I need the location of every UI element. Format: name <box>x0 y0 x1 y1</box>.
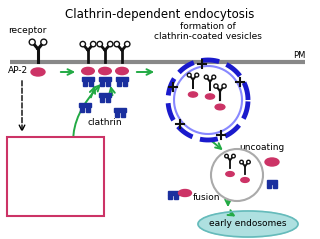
Bar <box>79 103 91 107</box>
Circle shape <box>211 149 263 201</box>
Circle shape <box>29 39 35 45</box>
Bar <box>174 195 178 199</box>
Ellipse shape <box>179 190 191 196</box>
Ellipse shape <box>226 172 234 176</box>
Text: AP-2 complex: AP-2 complex <box>13 148 72 157</box>
Circle shape <box>41 39 47 45</box>
Bar <box>115 112 119 117</box>
Bar <box>99 77 111 81</box>
Text: σ2-chain: σ2-chain <box>13 200 56 209</box>
Circle shape <box>214 84 218 88</box>
Ellipse shape <box>241 178 249 182</box>
Circle shape <box>240 160 243 164</box>
Ellipse shape <box>99 67 111 75</box>
Circle shape <box>124 41 130 47</box>
Text: μ2-chain: μ2-chain <box>13 187 56 196</box>
Bar <box>82 77 94 81</box>
Bar <box>83 81 87 86</box>
Bar <box>80 107 84 112</box>
Text: early endosomes: early endosomes <box>209 219 287 228</box>
Bar <box>116 81 121 86</box>
Text: receptor: receptor <box>8 26 46 34</box>
Circle shape <box>247 160 250 164</box>
Text: clathrin: clathrin <box>88 118 123 127</box>
Bar <box>267 184 271 188</box>
Bar <box>99 93 111 97</box>
Circle shape <box>212 75 216 79</box>
Ellipse shape <box>116 67 128 75</box>
Text: AP-2: AP-2 <box>8 65 28 75</box>
Circle shape <box>222 84 226 88</box>
Bar <box>273 184 277 188</box>
FancyBboxPatch shape <box>7 137 104 216</box>
Bar <box>89 81 93 86</box>
Circle shape <box>225 154 228 158</box>
Bar <box>107 97 110 102</box>
Circle shape <box>97 41 102 47</box>
Bar <box>167 191 179 195</box>
Circle shape <box>187 73 191 77</box>
Bar <box>114 108 126 112</box>
Circle shape <box>114 41 119 47</box>
Bar <box>267 180 277 184</box>
Ellipse shape <box>188 92 197 97</box>
Bar <box>168 195 172 199</box>
Bar <box>121 112 125 117</box>
Ellipse shape <box>265 158 279 166</box>
Text: β2-adaptin: β2-adaptin <box>13 174 65 183</box>
Bar <box>100 97 104 102</box>
Ellipse shape <box>82 67 94 75</box>
Ellipse shape <box>215 104 225 110</box>
Text: PM: PM <box>292 51 305 60</box>
Text: α-adaptin: α-adaptin <box>13 161 60 170</box>
Bar <box>100 81 104 86</box>
Text: fusion: fusion <box>193 192 221 201</box>
Ellipse shape <box>205 94 214 99</box>
Circle shape <box>91 41 96 47</box>
Text: Clathrin-dependent endocytosis: Clathrin-dependent endocytosis <box>65 8 255 21</box>
Bar <box>86 107 91 112</box>
Text: formation of
clathrin-coated vesicles: formation of clathrin-coated vesicles <box>154 22 262 41</box>
Ellipse shape <box>198 211 298 237</box>
Text: uncoating: uncoating <box>240 143 285 152</box>
Circle shape <box>232 154 235 158</box>
Bar <box>124 81 127 86</box>
Circle shape <box>195 73 199 77</box>
Bar <box>116 77 128 81</box>
Circle shape <box>108 41 113 47</box>
Ellipse shape <box>31 68 45 76</box>
Circle shape <box>80 41 85 47</box>
Bar <box>107 81 110 86</box>
Circle shape <box>204 75 208 79</box>
